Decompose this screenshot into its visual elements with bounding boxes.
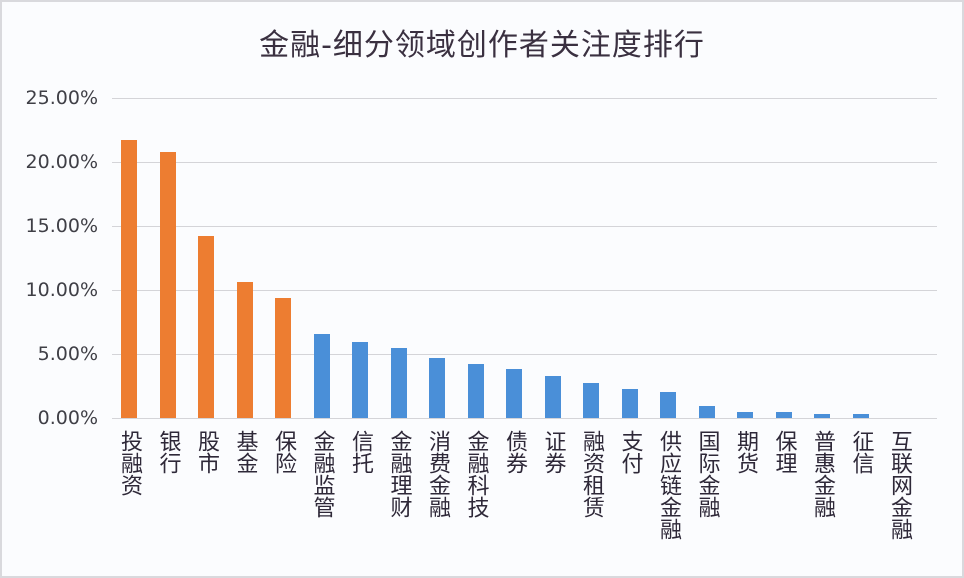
- bar: [429, 357, 445, 418]
- x-tick-label: 融资租赁: [579, 430, 604, 518]
- x-tick-label: 银行: [155, 430, 181, 474]
- x-tick-label: 基金: [232, 430, 258, 474]
- bar: [583, 383, 599, 418]
- x-tick-label: 消费金融: [425, 430, 450, 518]
- gridline: [112, 98, 937, 99]
- plot-area: [112, 98, 937, 419]
- gridline: [112, 162, 937, 163]
- x-tick-label: 保险: [271, 430, 296, 474]
- x-tick-label: 征信: [848, 430, 874, 474]
- x-tick-label: 股市: [194, 430, 219, 474]
- y-tick-label: 10.00%: [25, 279, 98, 301]
- x-tick-label: 供应链金融: [656, 430, 681, 540]
- x-tick-label: 投融资: [117, 430, 142, 496]
- bar: [198, 236, 214, 418]
- bar: [775, 411, 792, 418]
- x-tick-label: 普惠金融: [810, 430, 835, 518]
- x-tick-label: 期货: [733, 430, 758, 474]
- bar: [352, 342, 368, 418]
- y-tick-label: 25.00%: [25, 87, 98, 109]
- gridline: [112, 354, 937, 355]
- bar: [236, 282, 253, 418]
- gridline: [112, 290, 937, 291]
- x-tick-label: 金融监管: [309, 430, 335, 518]
- bar: [737, 411, 753, 418]
- bar: [390, 347, 407, 418]
- x-tick-label: 保理: [771, 430, 797, 474]
- bar: [275, 297, 291, 418]
- chart-title: 金融-细分领域创作者关注度排行: [259, 28, 705, 63]
- gridline: [112, 226, 937, 227]
- bar: [467, 364, 484, 418]
- bar: [121, 140, 137, 418]
- bar: [852, 414, 869, 418]
- x-tick-label: 互联网金融: [887, 430, 912, 540]
- x-tick-label: 债券: [502, 430, 527, 474]
- y-tick-label: 15.00%: [25, 215, 98, 237]
- x-tick-label: 支付: [617, 430, 643, 474]
- x-tick-label: 国际金融: [694, 430, 720, 518]
- bar: [313, 333, 330, 418]
- gridline: [112, 418, 937, 419]
- y-tick-label: 5.00%: [37, 343, 98, 365]
- bar: [506, 369, 522, 418]
- bar: [660, 392, 676, 418]
- bar: [621, 388, 638, 418]
- bar: [698, 406, 715, 418]
- x-tick-label: 金融科技: [463, 430, 489, 518]
- bar: [814, 414, 830, 418]
- bar: [544, 375, 561, 418]
- x-tick-label: 信托: [348, 430, 373, 474]
- y-tick-label: 20.00%: [25, 151, 98, 173]
- y-tick-label: 0.00%: [37, 407, 98, 429]
- x-tick-label: 证券: [540, 430, 566, 474]
- x-tick-label: 金融理财: [386, 430, 412, 518]
- bar: [159, 151, 176, 418]
